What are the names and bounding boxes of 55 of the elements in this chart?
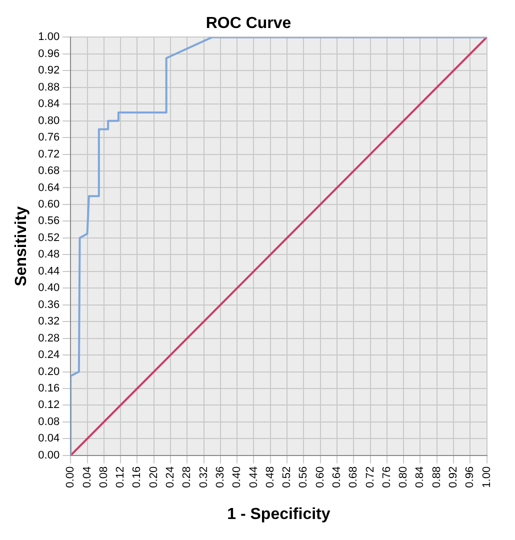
- x-tick-label: 0.52: [281, 466, 294, 488]
- x-tick-label: 0.80: [398, 466, 410, 488]
- x-tick-label: 1.00: [480, 466, 493, 488]
- y-tick-label: 0.16: [38, 382, 60, 395]
- y-tick-label: 0.80: [38, 114, 60, 127]
- x-tick-label: 0.40: [231, 466, 244, 488]
- y-tick-label: 0.84: [38, 98, 60, 110]
- y-tick-label: 0.68: [38, 165, 60, 178]
- x-tick-label: 0.04: [81, 466, 94, 488]
- x-tick-label: 0.92: [448, 466, 460, 488]
- x-tick-label: 0.44: [248, 466, 260, 488]
- y-tick-label: 0.00: [38, 449, 60, 462]
- y-tick-label: 0.24: [38, 349, 60, 362]
- y-axis-title: Sensitivity: [13, 206, 30, 286]
- x-tick-label: 0.76: [380, 466, 393, 488]
- x-tick-label: 0.60: [314, 466, 326, 488]
- x-tick-label: 0.08: [98, 466, 110, 488]
- y-tick-label: 0.04: [38, 432, 60, 445]
- y-tick-label: 0.08: [38, 416, 60, 428]
- x-tick-label: 0.68: [348, 466, 360, 488]
- x-tick-label: 0.20: [148, 466, 160, 488]
- x-tick-label: 0.48: [264, 466, 276, 488]
- x-tick-label: 0.00: [64, 466, 77, 488]
- x-tick-label: 0.12: [114, 466, 127, 488]
- y-tick-label: 0.32: [38, 316, 60, 328]
- y-tick-label: 0.88: [38, 81, 60, 94]
- y-tick-label: 0.72: [38, 148, 60, 160]
- x-tick-label: 0.64: [331, 466, 344, 488]
- y-tick-label: 0.20: [38, 366, 60, 378]
- y-tick-label: 0.48: [38, 248, 60, 261]
- x-tick-label: 0.32: [198, 466, 210, 488]
- y-tick-label: 0.44: [38, 265, 60, 278]
- x-tick-label: 0.36: [214, 466, 226, 488]
- y-tick-label: 0.56: [38, 215, 60, 228]
- x-tick-label: 0.16: [131, 466, 144, 488]
- x-tick-label: 0.56: [298, 466, 310, 488]
- x-axis-title: 1 - Specificity: [227, 506, 330, 523]
- y-tick-label: 0.64: [38, 182, 60, 194]
- x-tick-label: 0.96: [464, 466, 476, 488]
- chart-title: ROC Curve: [206, 15, 292, 32]
- y-tick-label: 0.76: [38, 132, 60, 144]
- x-tick-label: 0.72: [364, 466, 376, 488]
- y-tick-label: 0.40: [38, 282, 60, 294]
- y-tick-label: 0.60: [38, 198, 60, 211]
- y-tick-label: 0.28: [38, 332, 60, 344]
- x-tick-label: 0.84: [414, 466, 426, 488]
- x-tick-label: 0.88: [430, 466, 443, 488]
- y-tick-label: 1.00: [38, 31, 60, 44]
- y-tick-label: 0.36: [38, 298, 60, 311]
- y-tick-label: 0.92: [38, 64, 60, 77]
- y-tick-label: 0.12: [38, 399, 60, 412]
- y-tick-label: 0.52: [38, 232, 60, 244]
- y-tick-label: 0.96: [38, 48, 60, 60]
- x-tick-label: 0.28: [181, 466, 194, 488]
- x-tick-label: 0.24: [164, 466, 177, 488]
